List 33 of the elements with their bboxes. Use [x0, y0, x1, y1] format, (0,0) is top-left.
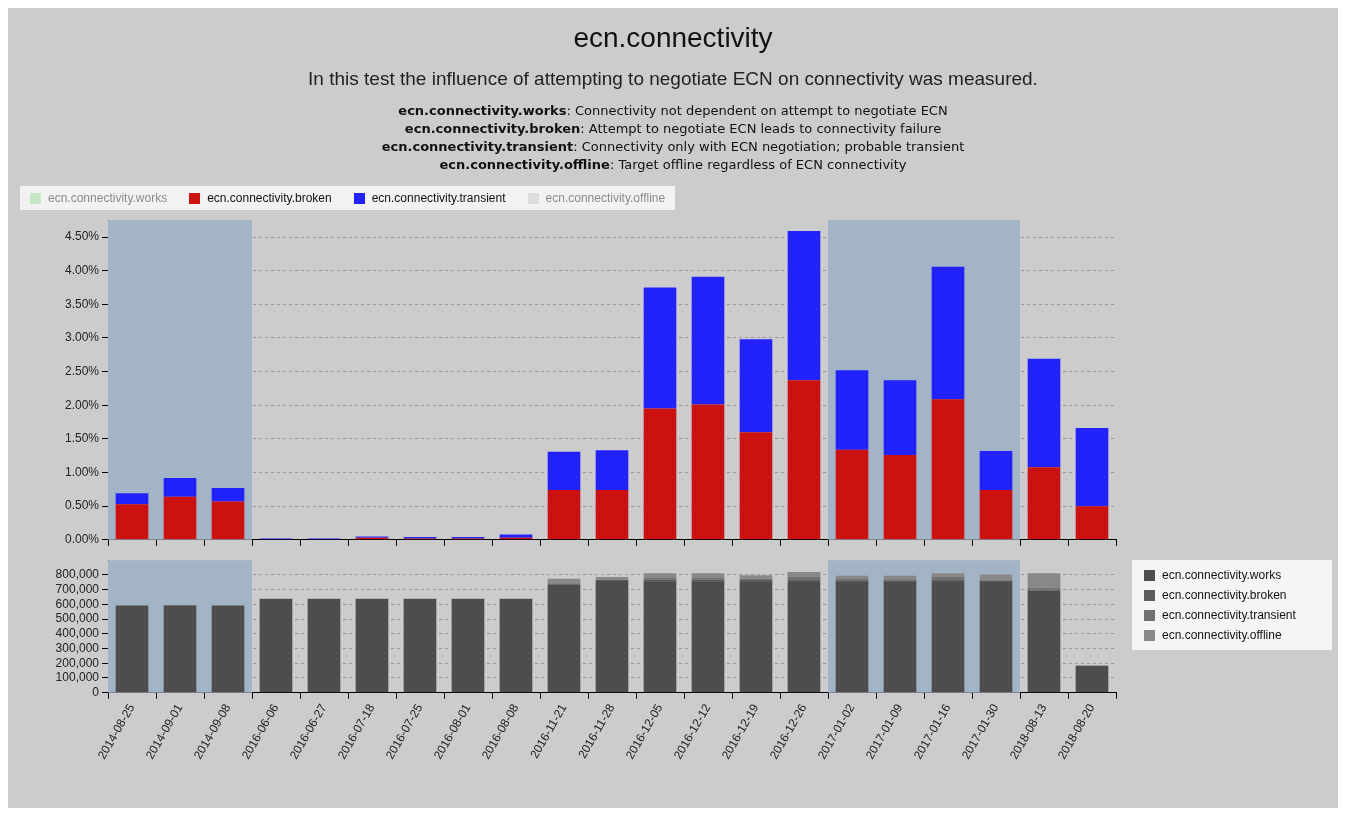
- y-tick-label: 4.00%: [64, 262, 100, 277]
- legend-label: ecn.connectivity.transient: [1162, 608, 1296, 622]
- y-tick-label: 1.50%: [64, 431, 100, 446]
- y-tick-label: 800,000: [55, 567, 100, 582]
- text: ecn.connectivity.offline: Target offline regardless of ECN connectivity: [438, 156, 908, 174]
- legend-label: ecn.connectivity.offline: [1162, 628, 1282, 642]
- y-tick-label: 0: [92, 684, 100, 699]
- text: ecn.connectivity.transient: Connectivity only with ECN negotiation; probable transient: [380, 138, 966, 156]
- y-tick-label: 2.00%: [64, 397, 100, 412]
- text: ecn.connectivity.works: Connectivity not dependent on attempt to negotiate ECN: [397, 102, 949, 120]
- y-tick-label: 300,000: [55, 640, 100, 655]
- legend-label: ecn.connectivity.works: [1162, 568, 1282, 582]
- legend-label: ecn.connectivity.works: [48, 191, 168, 205]
- y-tick-label: 3.50%: [64, 296, 100, 311]
- y-tick-label: 500,000: [55, 611, 100, 626]
- text: ecn.connectivity.broken: Attempt to negotiate ECN leads to connectivity failure: [403, 120, 943, 138]
- chart-subtitle: In this test the influence of attempting to negotiate ECN on connectivity was measured.: [307, 68, 1039, 90]
- y-tick-label: 4.50%: [64, 229, 100, 244]
- y-tick-label: 0.50%: [64, 498, 100, 513]
- legend-label: ecn.connectivity.offline: [545, 191, 666, 205]
- y-tick-label: 700,000: [55, 581, 100, 596]
- legend-label: ecn.connectivity.broken: [207, 191, 332, 205]
- y-tick-label: 0.00%: [64, 532, 100, 547]
- y-tick-label: 400,000: [55, 626, 100, 641]
- legend-label: ecn.connectivity.broken: [1162, 588, 1287, 602]
- y-tick-label: 2.50%: [64, 363, 100, 378]
- y-tick-label: 600,000: [55, 596, 100, 611]
- y-tick-label: 100,000: [55, 670, 100, 685]
- y-tick-label: 3.00%: [64, 330, 100, 345]
- legend-label: ecn.connectivity.transient: [371, 191, 506, 205]
- y-tick-label: 1.00%: [64, 464, 100, 479]
- y-tick-label: 200,000: [55, 655, 100, 670]
- chart-title: ecn.connectivity: [572, 22, 774, 54]
